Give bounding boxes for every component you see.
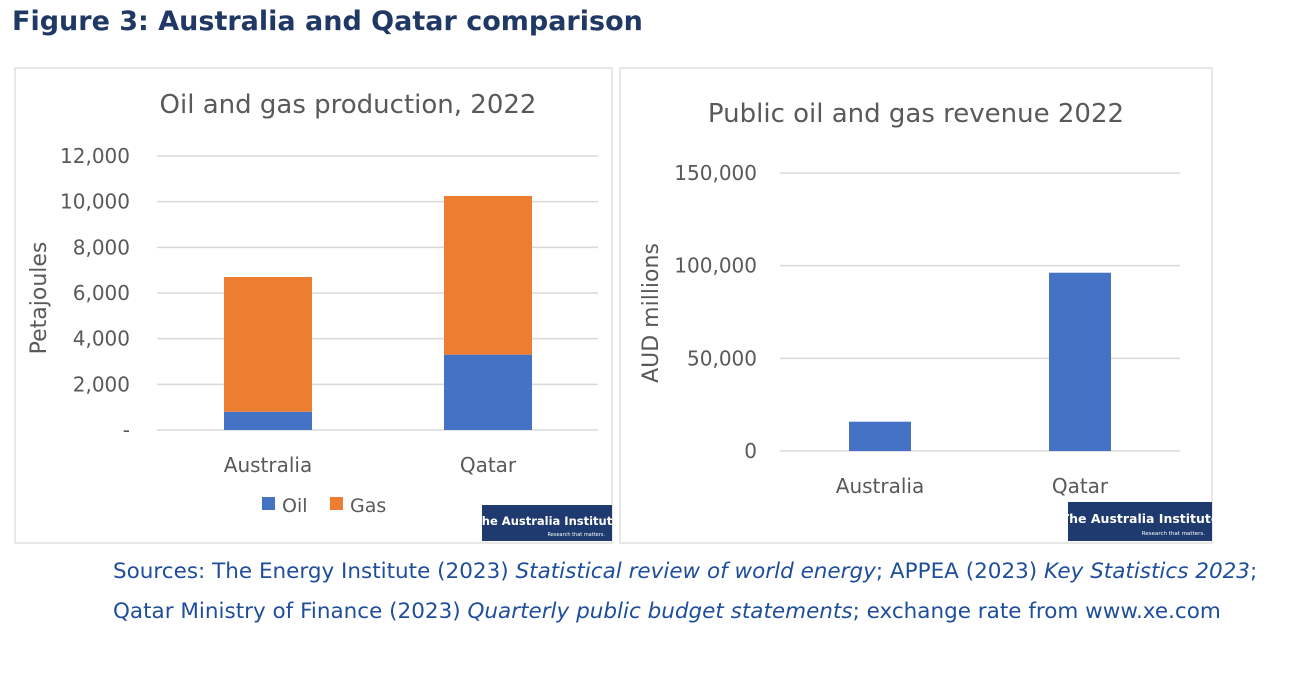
chart-title: Public oil and gas revenue 2022 (708, 99, 1124, 129)
bar-oil-australia (224, 411, 312, 430)
y-axis-label: Petajoules (27, 242, 52, 355)
bar-oil-qatar (444, 354, 532, 430)
logo-tagline: Research that matters. (1142, 531, 1205, 537)
source-segment: ; Qatar Ministry of Finance (2023) (113, 559, 1258, 624)
legend: Oil Gas (262, 495, 386, 517)
y-tick-label: 150,000 (674, 161, 757, 185)
bar-qatar (1049, 272, 1111, 451)
y-tick-label: 50,000 (687, 346, 757, 370)
logo-left: The Australia Institute Research that ma… (474, 505, 620, 541)
logo-text: The Australia Institute (474, 514, 620, 528)
chart-title: Oil and gas production, 2022 (160, 90, 537, 120)
bar-australia (849, 421, 911, 451)
y-tick-label: 0 (744, 439, 757, 463)
source-segment: Quarterly public budget statements (467, 598, 853, 624)
logo-text: The Australia Institute (1061, 511, 1220, 526)
y-tick-label: - (123, 418, 130, 442)
y-tick-label: 2,000 (73, 372, 130, 396)
y-tick-label: 6,000 (73, 281, 130, 305)
y-tick-label: 4,000 (73, 327, 130, 351)
legend-label-oil: Oil (282, 495, 308, 517)
bar-gas-australia (224, 277, 312, 412)
x-tick-label: Qatar (460, 453, 517, 477)
logo-tagline: Research that matters. (548, 532, 606, 538)
logo-right: The Australia Institute Research that ma… (1061, 502, 1220, 541)
y-tick-label: 12,000 (60, 144, 130, 168)
source-segment: Statistical review of world energy (515, 559, 876, 584)
figure-title: Figure 3: Australia and Qatar comparison (12, 6, 643, 37)
logo-background (1068, 502, 1212, 541)
legend-swatch-oil (262, 497, 275, 510)
y-axis-label: AUD millions (639, 243, 664, 383)
y-tick-label: 100,000 (674, 254, 757, 278)
x-tick-label: Australia (836, 474, 924, 498)
source-segment: Sources: The Energy Institute (2023) (113, 559, 516, 584)
logo-background (482, 505, 612, 541)
x-tick-label: Australia (224, 453, 312, 477)
source-segment: ; exchange rate from www.xe.com (852, 598, 1221, 624)
production-chart: Oil and gas production, 2022 Petajoules … (27, 90, 598, 517)
x-tick-label: Qatar (1052, 474, 1109, 498)
legend-label-gas: Gas (350, 495, 386, 517)
source-segment: ; APPEA (2023) (875, 559, 1045, 584)
bar-gas-qatar (444, 195, 532, 355)
revenue-chart: Public oil and gas revenue 2022 AUD mill… (639, 99, 1180, 498)
y-tick-label: 10,000 (60, 190, 130, 214)
y-tick-label: 8,000 (73, 235, 130, 259)
legend-swatch-gas (330, 497, 343, 510)
sources-note: Sources: The Energy Institute (2023) Sta… (113, 552, 1303, 631)
source-segment: Key Statistics 2023 (1044, 559, 1250, 584)
right-chart-frame (619, 67, 1213, 544)
